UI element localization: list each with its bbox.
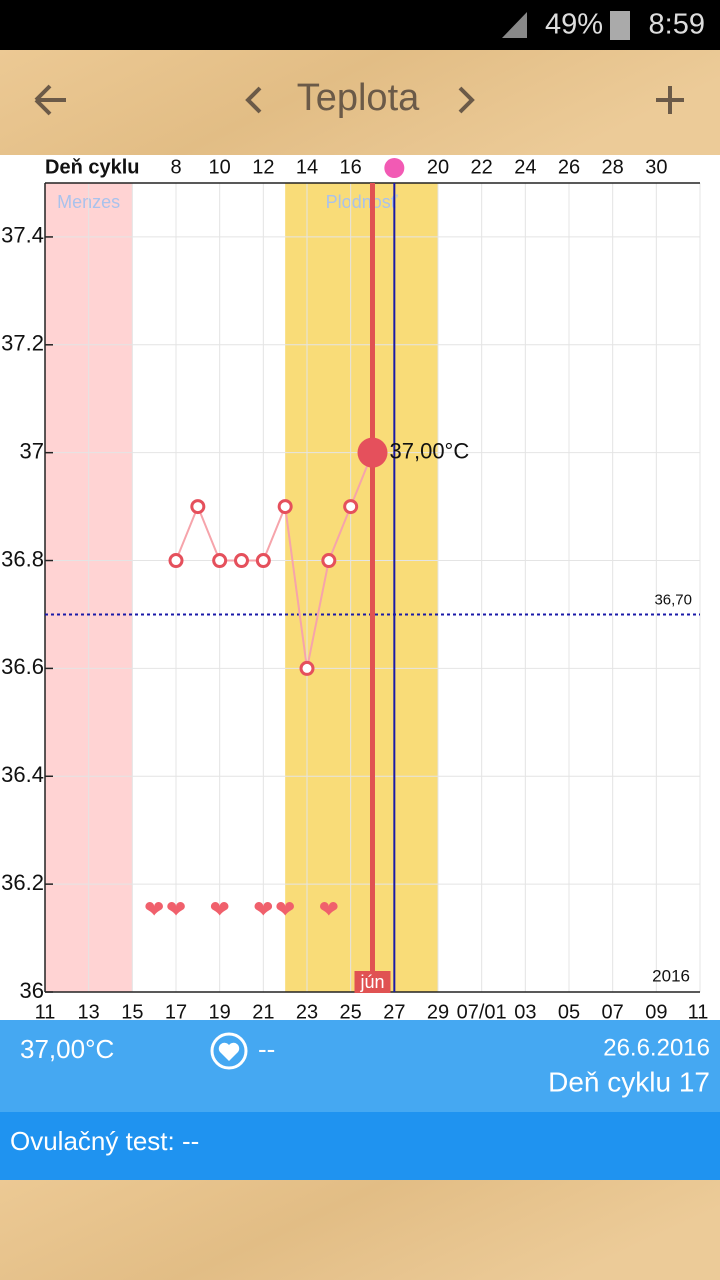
reference-label: 36,70 <box>654 591 692 608</box>
heart: ❤ <box>144 896 164 923</box>
y-tick-label: 36.6 <box>1 654 44 679</box>
info-date: 26.6.2016 <box>603 1034 710 1061</box>
data-point <box>321 553 337 569</box>
x-tick-label: 07/01 <box>457 1001 507 1023</box>
top-tick-label: 26 <box>558 156 580 178</box>
top-tick-label: 22 <box>471 156 493 178</box>
x-tick-label: 17 <box>165 1001 187 1023</box>
app-bar <box>0 50 720 155</box>
y-tick-label: 37.2 <box>1 331 44 356</box>
x-tick-label: 23 <box>296 1001 318 1023</box>
ovulation-test-bar[interactable] <box>0 1112 720 1180</box>
y-tick-label: 37.4 <box>1 223 44 248</box>
year-label: 2016 <box>652 966 690 985</box>
band-label: Plodnosť <box>326 192 398 212</box>
data-point <box>212 553 228 569</box>
x-tick-label: 09 <box>645 1001 667 1023</box>
x-tick-label: 15 <box>121 1001 143 1023</box>
top-tick-label: 28 <box>602 156 624 178</box>
data-point <box>277 499 293 515</box>
y-tick-label: 36.8 <box>1 546 44 571</box>
data-point <box>168 553 184 569</box>
month-label: jún <box>359 972 384 992</box>
data-point <box>343 499 359 515</box>
x-tick-label: 11 <box>35 1001 56 1023</box>
screen-title: Teplota <box>297 77 420 119</box>
signal-icon <box>502 12 527 38</box>
x-tick-label: 25 <box>340 1001 362 1023</box>
x-tick-label: 13 <box>78 1001 100 1023</box>
series-line <box>175 452 374 669</box>
top-tick-label: 20 <box>427 156 449 178</box>
ovulation-marker <box>384 158 405 178</box>
top-tick-label: 12 <box>252 156 274 178</box>
top-tick-label: 10 <box>209 156 231 178</box>
heart: ❤ <box>253 896 273 923</box>
top-tick-label: 8 <box>170 156 181 178</box>
y-tick-label: 36 <box>20 978 44 1003</box>
clock: 8:59 <box>649 9 705 41</box>
y-tick-label: 37 <box>20 438 44 463</box>
x-tick-label: 07 <box>602 1001 624 1023</box>
status-bar <box>0 0 720 50</box>
data-point <box>255 553 271 569</box>
x-tick-label: 21 <box>252 1001 274 1023</box>
info-bar <box>0 1020 720 1112</box>
top-tick-label: 30 <box>645 156 667 178</box>
data-point <box>190 499 206 515</box>
ovulation-test: Ovulačný test: -- <box>10 1126 199 1156</box>
footer-wood <box>0 1180 720 1280</box>
x-tick-label: 11 <box>688 1001 709 1023</box>
back-button[interactable] <box>34 84 66 116</box>
heart: ❤ <box>275 896 295 923</box>
top-tick-label: 14 <box>296 156 318 178</box>
data-point <box>234 553 249 569</box>
battery-text: 49% <box>545 9 603 41</box>
band <box>285 183 438 992</box>
top-axis-title: Deň cyklu <box>45 156 139 178</box>
top-tick-label: 16 <box>340 156 362 178</box>
prev-button[interactable] <box>245 86 262 114</box>
intercourse-icon[interactable] <box>210 1032 248 1070</box>
data-point <box>357 437 388 468</box>
month-label-box <box>354 971 391 993</box>
x-tick-label: 29 <box>427 1001 449 1023</box>
data-point <box>299 660 315 676</box>
info-temperature: 37,00°C <box>20 1034 114 1064</box>
info-cycle-day: Deň cyklu 17 <box>548 1066 710 1097</box>
chart: Menzes Plodnosť3636.236.436.636.83737.237… <box>1 156 708 1023</box>
heart: ❤ <box>319 896 339 923</box>
y-tick-label: 36.4 <box>1 762 44 787</box>
add-button[interactable] <box>656 86 684 114</box>
x-tick-label: 03 <box>514 1001 536 1023</box>
info-intercourse: -- <box>258 1034 275 1064</box>
next-button[interactable] <box>458 86 475 114</box>
heart: ❤ <box>166 896 186 923</box>
x-tick-label: 19 <box>209 1001 231 1023</box>
heart: ❤ <box>210 896 230 923</box>
heart-icon <box>218 1042 240 1061</box>
x-tick-label: 27 <box>383 1001 405 1023</box>
x-tick-label: 05 <box>558 1001 580 1023</box>
value-label: 37,00°C <box>390 438 470 463</box>
top-tick-label: 24 <box>514 156 536 178</box>
battery-icon <box>610 11 630 40</box>
y-tick-label: 36.2 <box>1 870 44 895</box>
